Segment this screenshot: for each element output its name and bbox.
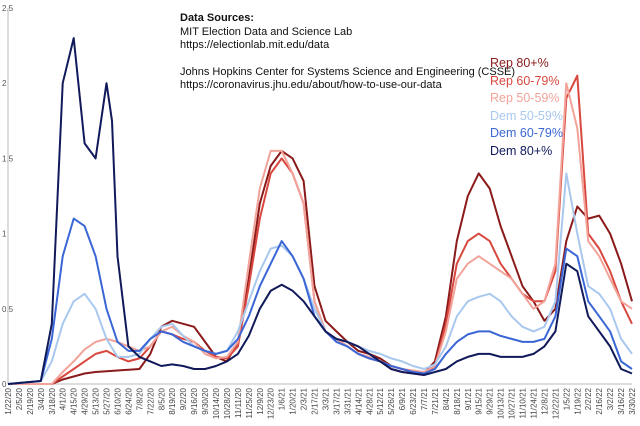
x-tick-label: 3/4/20 (37, 387, 46, 410)
y-tick-label: 0 (2, 380, 7, 389)
x-tick-label: 10/13/21 (497, 387, 506, 419)
x-tick-label: 1/22/20 (4, 387, 13, 414)
legend-entry-dem-80: Dem 80+% (490, 143, 553, 158)
x-tick-label: 5/27/20 (103, 387, 112, 414)
axes (7, 8, 632, 385)
x-tick-label: 5/26/21 (387, 387, 396, 414)
x-tick-label: 10/14/20 (212, 387, 221, 419)
x-tick-label: 11/24/21 (529, 387, 538, 418)
x-tick-label: 8/5/20 (157, 387, 166, 410)
x-tick-label: 10/28/20 (223, 387, 232, 419)
sources-heading: Data Sources: (180, 12, 254, 24)
x-tick-label: 1/19/22 (573, 387, 582, 414)
legend-entry-dem-50-59: Dem 50-59% (490, 108, 563, 123)
x-tick-label: 12/8/21 (540, 387, 549, 414)
series-line-4 (7, 217, 633, 385)
x-tick-label: 6/9/21 (398, 387, 407, 410)
x-tick-label: 3/3/21 (321, 387, 330, 410)
series-line-5 (7, 37, 633, 385)
legend-entry-rep-80: Rep 80+% (490, 56, 549, 70)
x-tick-label: 6/10/20 (113, 387, 122, 414)
x-tick-label: 8/4/21 (442, 387, 451, 410)
legend-entry-dem-60-79: Dem 60-79% (490, 126, 563, 140)
x-tick-label: 4/15/20 (70, 387, 79, 414)
x-tick-label: 2/19/20 (26, 387, 35, 414)
x-tick-label: 3/18/20 (48, 387, 57, 414)
y-tick-label: 1 (2, 230, 7, 239)
x-axis-ticks: 1/22/20 2/5/20 2/19/20 3/4/20 3/18/20 4/1/20 4… (4, 387, 637, 419)
x-tick-label: 1/6/21 (278, 387, 287, 410)
sources-line-2: https://electionlab.mit.edu/data (180, 39, 330, 51)
x-tick-label: 9/1/21 (464, 387, 473, 410)
x-tick-label: 4/1/20 (59, 387, 68, 410)
legend: Rep 80+% Rep 60-79% Rep 50-59% Dem 50-59… (490, 55, 563, 160)
x-tick-label: 9/16/20 (190, 387, 199, 414)
data-sources-note: Data Sources: MIT Election Data and Scie… (180, 12, 515, 93)
x-tick-label: 4/28/21 (365, 387, 374, 414)
x-tick-label: 1/20/21 (289, 387, 298, 414)
x-tick-label: 6/23/21 (409, 387, 418, 414)
legend-entry-rep-60-79: Rep 60-79% (490, 73, 560, 88)
x-tick-label: 2/5/20 (15, 387, 24, 410)
x-tick-label: 8/19/20 (168, 387, 177, 414)
x-tick-label: 7/7/21 (420, 387, 429, 410)
x-tick-label: 4/14/21 (354, 387, 363, 414)
x-tick-label: 3/31/21 (343, 387, 352, 414)
x-tick-label: 9/15/21 (475, 387, 484, 414)
x-tick-label: 2/2/22 (584, 387, 593, 410)
x-tick-label: 3/16/22 (617, 387, 626, 414)
x-tick-label: 9/30/20 (201, 387, 210, 414)
x-tick-label: 7/21/21 (431, 387, 440, 414)
x-tick-label: 8/18/21 (453, 387, 462, 414)
x-tick-label: 11/25/20 (245, 387, 254, 418)
sources-line-3: Johns Hopkins Center for Systems Science… (180, 65, 516, 78)
x-tick-label: 9/29/21 (486, 387, 495, 414)
x-tick-label: 12/23/20 (267, 387, 276, 419)
x-tick-label: 10/27/21 (508, 387, 517, 419)
x-tick-label: 11/10/21 (519, 387, 528, 418)
legend-entry-rep-50-59: Rep 50-59% (490, 91, 560, 105)
x-tick-label: 2/17/21 (311, 387, 320, 414)
x-tick-label: 12/22/21 (551, 387, 560, 419)
x-tick-label: 4/29/20 (81, 387, 90, 414)
x-tick-label: 2/3/21 (300, 387, 309, 410)
sources-gap (180, 53, 515, 66)
series-lines (7, 37, 633, 385)
x-tick-label: 3/2/22 (606, 387, 615, 410)
y-tick-label: 2 (2, 79, 7, 88)
x-tick-label: 2/16/22 (595, 387, 604, 414)
x-tick-label: 6/24/20 (124, 387, 133, 414)
x-tick-label: 7/22/20 (146, 387, 155, 414)
x-tick-label: 1/5/22 (562, 387, 571, 410)
x-tick-label: 3/30/22 (628, 387, 637, 414)
x-tick-label: 5/13/20 (92, 387, 101, 414)
x-tick-label: 5/12/21 (376, 387, 385, 414)
sources-line-1: MIT Election Data and Science Lab (180, 25, 353, 38)
sources-line-4: https://coronavirus.jhu.edu/about/how-to… (180, 79, 442, 91)
x-tick-label: 11/11/20 (234, 387, 243, 418)
x-tick-label: 9/2/20 (179, 387, 188, 410)
x-tick-label: 3/17/21 (332, 387, 341, 414)
x-tick-label: 7/8/20 (135, 387, 144, 410)
x-tick-label: 12/9/20 (256, 387, 265, 414)
series-line-0 (8, 149, 633, 385)
